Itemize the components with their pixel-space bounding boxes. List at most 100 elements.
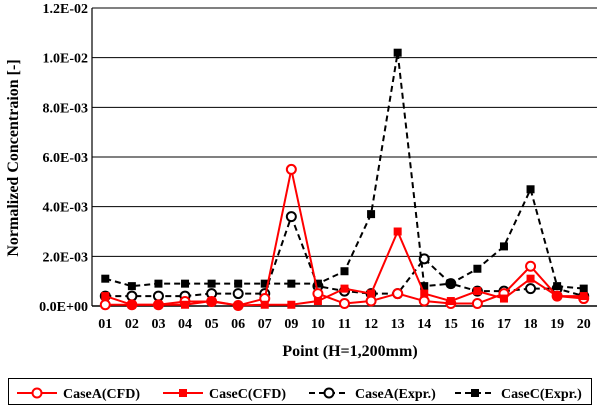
data-point xyxy=(579,292,588,301)
series-3 xyxy=(101,48,588,293)
data-point xyxy=(181,279,190,288)
legend-swatch-marker xyxy=(471,389,479,397)
legend-swatch-marker xyxy=(323,387,335,399)
data-point xyxy=(101,292,110,301)
y-tick-label: 6.0E-03 xyxy=(43,151,89,166)
data-point xyxy=(418,295,430,307)
data-point xyxy=(126,290,138,302)
data-point xyxy=(446,279,455,288)
data-point xyxy=(365,295,377,307)
x-tick-label: 05 xyxy=(205,317,219,332)
data-point xyxy=(207,297,216,306)
data-point xyxy=(526,185,535,194)
data-point xyxy=(339,298,350,310)
legend-label: CaseC(Expr.) xyxy=(501,387,582,402)
legend-item: CaseC(CFD) xyxy=(163,387,286,402)
data-point xyxy=(181,300,190,309)
data-point xyxy=(579,284,588,293)
legend-item: CaseC(Expr.) xyxy=(455,387,582,402)
data-point xyxy=(499,242,508,251)
x-tick-label: 10 xyxy=(311,317,325,332)
data-point xyxy=(260,279,269,288)
data-point xyxy=(312,288,324,300)
data-point xyxy=(526,274,535,283)
data-point xyxy=(287,300,296,309)
x-tick-label: 12 xyxy=(364,317,378,332)
data-point xyxy=(525,283,537,295)
y-tick-labels: 0.0E+00 2.0E-03 4.0E-03 6.0E-03 8.0E-03 1.0E-… xyxy=(39,2,88,315)
legend-item: CaseA(Expr.) xyxy=(309,387,436,402)
y-tick-label: 0.0E+00 xyxy=(39,300,88,315)
x-tick-labels: 01 02 03 04 05 06 07 09 10 11 12 13 14 15 16 17 18 19 20 xyxy=(98,317,590,332)
series-1 xyxy=(101,227,588,310)
legend-label: CaseA(CFD) xyxy=(63,387,140,402)
data-point xyxy=(418,253,430,265)
data-point xyxy=(499,294,508,303)
y-tick-label: 8.0E-03 xyxy=(43,101,89,116)
data-point xyxy=(367,210,376,219)
data-point xyxy=(420,282,429,291)
data-point xyxy=(446,297,455,306)
data-point xyxy=(285,211,297,223)
x-tick-label: 15 xyxy=(444,317,458,332)
data-point xyxy=(473,287,482,296)
data-point xyxy=(392,288,404,300)
series-lines xyxy=(99,48,590,312)
x-axis-title: Point (H=1,200mm) xyxy=(282,343,417,360)
data-point xyxy=(234,301,243,310)
grid-lines xyxy=(91,7,597,307)
legend-label: CaseC(CFD) xyxy=(209,387,286,402)
x-tick-label: 16 xyxy=(470,317,484,332)
data-point xyxy=(234,279,243,288)
x-tick-label: 20 xyxy=(577,317,591,332)
x-tick-label: 04 xyxy=(178,317,192,332)
y-tick-label: 1.0E-02 xyxy=(43,52,89,67)
x-tick-label: 18 xyxy=(524,317,538,332)
x-tick-label: 13 xyxy=(391,317,405,332)
legend-swatch-marker xyxy=(179,389,187,397)
y-tick-label: 4.0E-03 xyxy=(43,201,89,216)
data-point xyxy=(553,282,562,291)
chart-legend: CaseA(CFD) CaseC(CFD) CaseA(Expr.) CaseC(Ex… xyxy=(8,378,592,405)
data-point xyxy=(127,300,136,309)
data-point xyxy=(232,288,244,300)
data-point xyxy=(152,290,164,302)
data-point xyxy=(313,297,322,306)
x-tick-label: 09 xyxy=(284,317,298,332)
data-point xyxy=(154,279,163,288)
data-point xyxy=(99,299,111,311)
y-axis-title: Normalized Concentraion [-] xyxy=(5,59,22,256)
x-tick-label: 11 xyxy=(338,317,351,332)
data-point xyxy=(525,260,537,272)
x-tick-label: 01 xyxy=(98,317,112,332)
data-point xyxy=(313,279,322,288)
x-tick-label: 19 xyxy=(550,317,564,332)
legend-item: CaseA(CFD) xyxy=(17,387,140,402)
data-point xyxy=(207,279,216,288)
x-tick-label: 06 xyxy=(231,317,245,332)
data-point xyxy=(340,284,349,293)
data-point xyxy=(285,163,297,175)
data-point xyxy=(393,48,402,57)
data-point xyxy=(367,289,376,298)
x-tick-label: 03 xyxy=(151,317,165,332)
data-point xyxy=(473,264,482,273)
series-line xyxy=(105,52,584,290)
data-point xyxy=(101,274,110,283)
data-point xyxy=(420,289,429,298)
data-point xyxy=(127,282,136,291)
legend-swatch-marker xyxy=(31,387,43,399)
data-point xyxy=(287,279,296,288)
x-tick-label: 02 xyxy=(125,317,139,332)
data-point xyxy=(471,298,483,310)
x-tick-label: 17 xyxy=(497,317,511,332)
data-point xyxy=(340,267,349,276)
x-tick-label: 14 xyxy=(417,317,431,332)
data-point xyxy=(260,300,269,309)
data-point xyxy=(154,300,163,309)
data-point xyxy=(553,292,562,301)
legend-label: CaseA(Expr.) xyxy=(355,387,436,402)
y-tick-label: 2.0E-03 xyxy=(43,250,89,265)
x-tick-label: 07 xyxy=(258,317,272,332)
